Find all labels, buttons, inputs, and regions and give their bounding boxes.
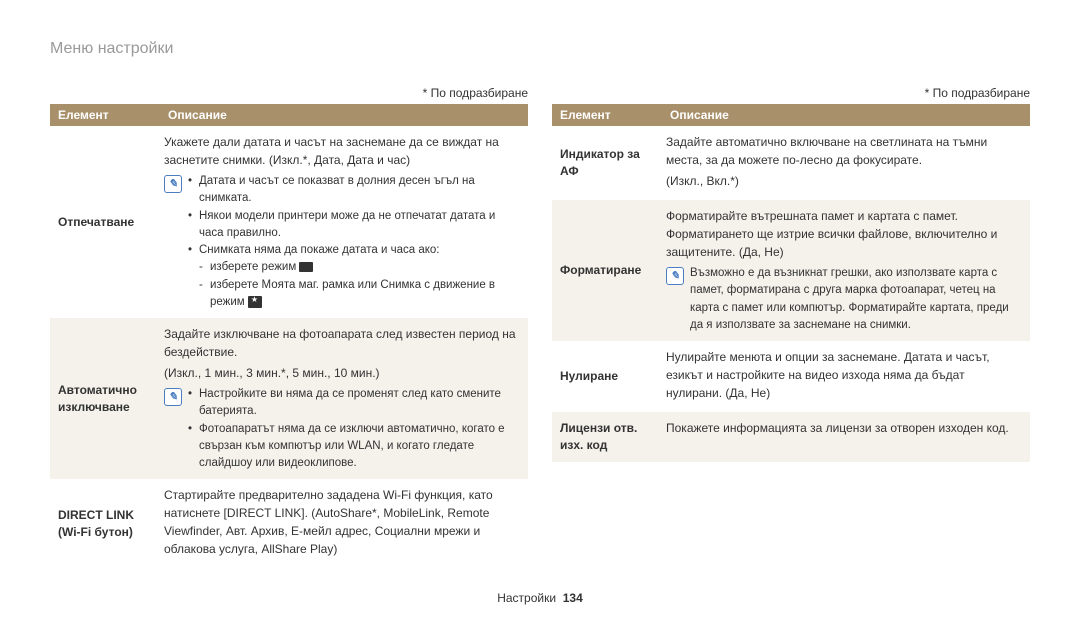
description-cell: Нулирайте менюта и опции за заснемане. Д… [662, 341, 1030, 412]
note-item: Датата и часът се показват в долния десе… [188, 173, 520, 208]
note-items: Настройките ви няма да се променят след … [188, 386, 520, 472]
header-description: Описание [662, 104, 1030, 126]
star-icon [248, 296, 262, 308]
note-block: ✎ Настройките ви няма да се променят сле… [164, 386, 520, 472]
description-cell: Стартирайте предварително зададена Wi-Fi… [160, 479, 528, 568]
description-text: (Изкл., Вкл.*) [666, 172, 1022, 190]
element-cell: DIRECT LINK (Wi-Fi бутон) [50, 479, 160, 568]
element-cell: Отпечатване [50, 126, 160, 318]
description-text: Покажете информацията за лицензи за отво… [666, 419, 1022, 437]
note-icon: ✎ [164, 388, 182, 406]
table-row: Отпечатване Укажете дали датата и часът … [50, 126, 528, 318]
description-cell: Укажете дали датата и часът на заснемане… [160, 126, 528, 318]
element-cell: Индикатор за АФ [552, 126, 662, 200]
description-text: Форматирайте вътрешната памет и картата … [666, 207, 1022, 261]
table-row: Нулиране Нулирайте менюта и опции за зас… [552, 341, 1030, 412]
sub-item: изберете Моята маг. рамка или Снимка с д… [199, 277, 520, 312]
note-item: Някои модели принтери може да не отпечат… [188, 208, 520, 243]
description-text: Стартирайте предварително зададена Wi-Fi… [164, 486, 520, 558]
description-text: Укажете дали датата и часът на заснемане… [164, 133, 520, 169]
note-block: ✎ Датата и часът се показват в долния де… [164, 173, 520, 311]
description-text: Нулирайте менюта и опции за заснемане. Д… [666, 348, 1022, 402]
right-column: * По подразбиране Елемент Описание Индик… [552, 86, 1030, 568]
element-cell: Нулиране [552, 341, 662, 412]
footer-section: Настройки [497, 591, 556, 605]
header-description: Описание [160, 104, 528, 126]
description-text: Задайте изключване на фотоапарата след и… [164, 325, 520, 361]
sub-item: изберете режим [199, 259, 520, 276]
table-header: Елемент Описание [50, 104, 528, 126]
note-item: Настройките ви няма да се променят след … [188, 386, 520, 421]
sub-items: изберете режим изберете Моята маг. рамка… [188, 259, 520, 311]
note-items: Датата и часът се показват в долния десе… [188, 173, 520, 259]
note-text: Възможно е да възникнат грешки, ако изпо… [690, 265, 1022, 334]
note-icon: ✎ [164, 175, 182, 193]
note-icon: ✎ [666, 267, 684, 285]
mode-icon [299, 262, 313, 272]
table-row: Форматиране Форматирайте вътрешната паме… [552, 200, 1030, 341]
description-cell: Задайте изключване на фотоапарата след и… [160, 318, 528, 479]
element-cell: Лицензи отв. изх. код [552, 412, 662, 462]
description-cell: Задайте автоматично включване на светлин… [662, 126, 1030, 200]
default-note: * По подразбиране [50, 86, 528, 100]
page-footer: Настройки 134 [0, 591, 1080, 605]
description-text: (Изкл., 1 мин., 3 мин.*, 5 мин., 10 мин.… [164, 364, 520, 382]
table-header: Елемент Описание [552, 104, 1030, 126]
table-row: Автоматично изключване Задайте изключван… [50, 318, 528, 479]
page-title: Меню настройки [50, 40, 1030, 58]
element-cell: Автоматично изключване [50, 318, 160, 479]
left-column: * По подразбиране Елемент Описание Отпеч… [50, 86, 528, 568]
table-row: DIRECT LINK (Wi-Fi бутон) Стартирайте пр… [50, 479, 528, 568]
table-row: Лицензи отв. изх. код Покажете информаци… [552, 412, 1030, 462]
element-cell: Форматиране [552, 200, 662, 341]
table-row: Индикатор за АФ Задайте автоматично вклю… [552, 126, 1030, 200]
description-cell: Покажете информацията за лицензи за отво… [662, 412, 1030, 462]
note-item: Снимката няма да покаже датата и часа ак… [188, 242, 520, 259]
note-block: ✎ Възможно е да възникнат грешки, ако из… [666, 265, 1022, 334]
default-note: * По подразбиране [552, 86, 1030, 100]
footer-page: 134 [563, 591, 583, 605]
note-item: Фотоапаратът няма да се изключи автомати… [188, 421, 520, 473]
description-cell: Форматирайте вътрешната памет и картата … [662, 200, 1030, 341]
description-text: Задайте автоматично включване на светлин… [666, 133, 1022, 169]
header-element: Елемент [552, 104, 662, 126]
header-element: Елемент [50, 104, 160, 126]
